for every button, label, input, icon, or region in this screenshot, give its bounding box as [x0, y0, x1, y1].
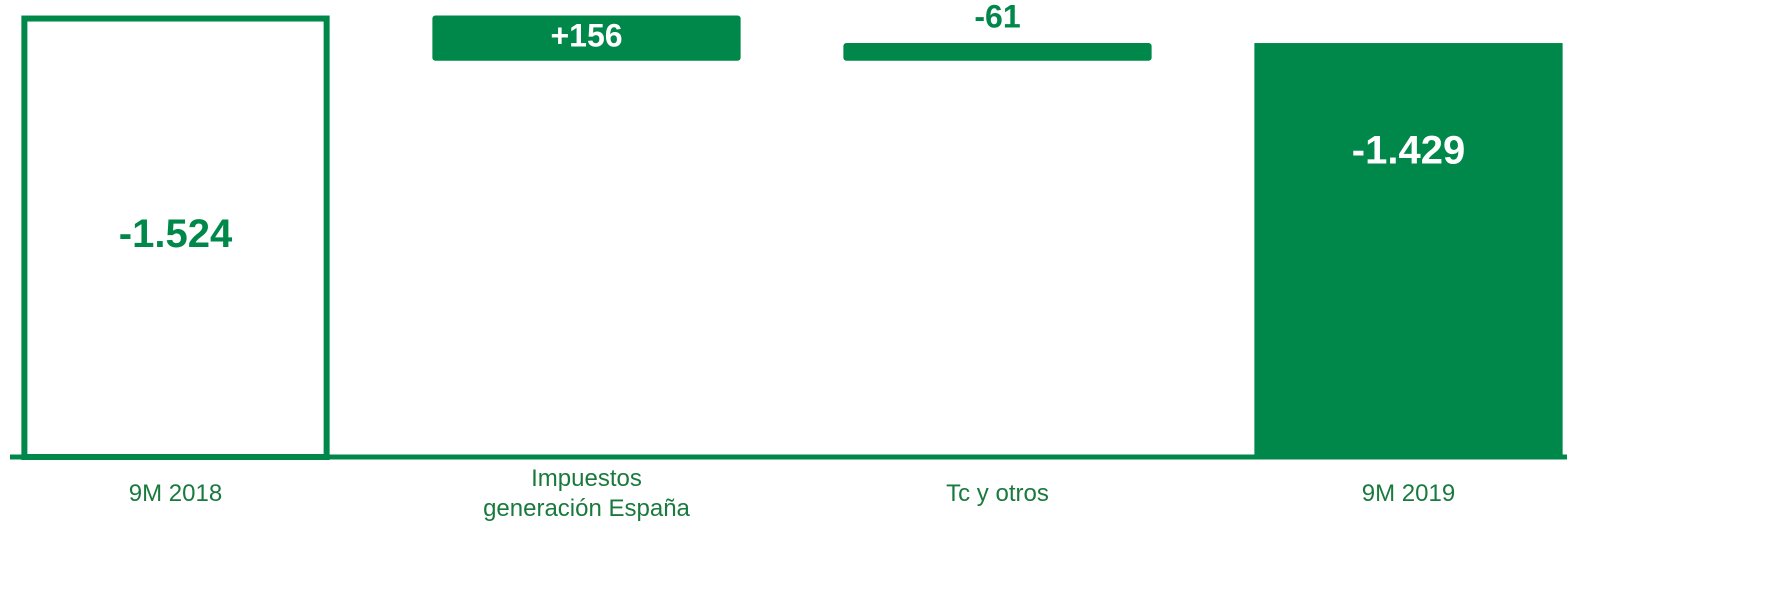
bar: [432, 15, 741, 61]
x-tick-label: 9M 2019: [1361, 480, 1456, 507]
x-tick-label: Tc y otros: [946, 480, 1049, 507]
value-label: -61: [974, 0, 1020, 35]
bar: [1254, 43, 1563, 458]
bar: [843, 43, 1152, 61]
value-label: -1.524: [119, 212, 233, 256]
x-tick-label: Impuestos generación España: [483, 465, 690, 522]
value-label: -1.429: [1352, 129, 1465, 173]
x-tick-label: 9M 2018: [128, 480, 223, 507]
value-label: +156: [550, 18, 622, 54]
